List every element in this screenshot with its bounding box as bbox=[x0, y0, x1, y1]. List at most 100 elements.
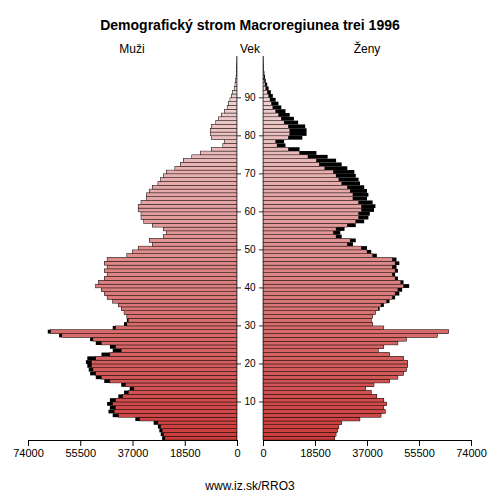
bar bbox=[263, 204, 375, 208]
tick-mark bbox=[28, 440, 29, 446]
bar bbox=[263, 212, 370, 216]
bar bbox=[138, 208, 237, 212]
bar bbox=[127, 254, 237, 258]
tick-label: 18500 bbox=[170, 447, 201, 459]
bar bbox=[124, 322, 237, 326]
tick: 74000 bbox=[456, 440, 487, 459]
tick-mark bbox=[237, 325, 241, 326]
bar-common-part bbox=[107, 273, 237, 277]
bar bbox=[263, 189, 367, 193]
bar-common-part bbox=[263, 303, 381, 307]
bar-common-part bbox=[101, 288, 237, 292]
bar-common-part bbox=[141, 216, 237, 220]
bar-common-part bbox=[216, 121, 237, 125]
bar-common-part bbox=[263, 429, 337, 433]
tick-mark bbox=[237, 401, 241, 402]
bar bbox=[263, 128, 307, 132]
bar-common-part bbox=[263, 410, 385, 414]
bar bbox=[263, 250, 371, 254]
tick: 55500 bbox=[404, 440, 435, 459]
bar-common-part bbox=[113, 402, 237, 406]
bar-common-part bbox=[138, 204, 237, 208]
bar bbox=[263, 105, 281, 109]
bar-common-part bbox=[231, 94, 237, 98]
bar-common-part bbox=[210, 128, 237, 132]
bar-common-part bbox=[263, 364, 408, 368]
tick: 18500 bbox=[300, 440, 331, 459]
bar bbox=[107, 258, 237, 262]
tick: 0 bbox=[260, 440, 266, 459]
bar-common-part bbox=[263, 140, 276, 144]
bar-common-part bbox=[263, 147, 288, 151]
bar-common-part bbox=[138, 246, 237, 250]
bar bbox=[124, 311, 237, 315]
bar-common-part bbox=[263, 265, 392, 269]
bar-common-part bbox=[263, 406, 384, 410]
bar bbox=[263, 109, 285, 113]
bar bbox=[227, 105, 237, 109]
tick: 55500 bbox=[65, 440, 96, 459]
tick-label: 50 bbox=[244, 244, 256, 255]
bar bbox=[158, 181, 237, 185]
bar-common-part bbox=[210, 132, 237, 136]
bars-1 bbox=[263, 56, 449, 440]
x-axis-right: 018500370005550074000 bbox=[260, 440, 486, 459]
tick-label: 37000 bbox=[118, 447, 149, 459]
bar bbox=[263, 193, 368, 197]
bar bbox=[149, 238, 237, 242]
bar-common-part bbox=[164, 432, 237, 436]
bar-common-part bbox=[263, 189, 350, 193]
bar-common-part bbox=[263, 128, 290, 132]
bar bbox=[263, 147, 300, 151]
bar-common-part bbox=[113, 299, 237, 303]
bar-common-part bbox=[116, 326, 237, 330]
bar bbox=[263, 174, 356, 178]
bar-common-part bbox=[263, 421, 342, 425]
tick-mark bbox=[237, 97, 241, 98]
bar-common-part bbox=[263, 212, 359, 216]
bar bbox=[104, 292, 237, 296]
bar bbox=[159, 429, 237, 433]
bar bbox=[263, 162, 342, 166]
tick: 60 bbox=[237, 206, 263, 217]
tick-mark bbox=[259, 287, 263, 288]
bar bbox=[263, 349, 378, 353]
bar bbox=[162, 436, 237, 440]
bar-common-part bbox=[263, 254, 373, 258]
bar bbox=[263, 178, 359, 182]
bar-common-part bbox=[223, 143, 237, 147]
bar-common-part bbox=[104, 261, 237, 265]
bar bbox=[263, 140, 284, 144]
bar-common-part bbox=[161, 425, 237, 429]
bar-common-part bbox=[101, 375, 237, 379]
bar-common-part bbox=[162, 429, 237, 433]
bar-common-part bbox=[140, 417, 237, 421]
bar-common-part bbox=[263, 219, 356, 223]
bar-common-part bbox=[149, 238, 237, 242]
bar bbox=[263, 197, 367, 201]
bar bbox=[263, 265, 397, 269]
bar-common-part bbox=[263, 391, 371, 395]
bar bbox=[263, 383, 374, 387]
bar bbox=[263, 322, 373, 326]
bar-common-part bbox=[128, 318, 237, 322]
bar bbox=[158, 425, 237, 429]
axis-title: Vek bbox=[240, 42, 261, 56]
bar-common-part bbox=[118, 413, 237, 417]
bar bbox=[161, 178, 237, 182]
bar bbox=[263, 394, 377, 398]
bar bbox=[161, 432, 237, 436]
chart: Demografický strom Macroregiunea trei 19… bbox=[0, 0, 500, 500]
bar-common-part bbox=[263, 121, 284, 125]
bar-common-part bbox=[183, 159, 237, 163]
tick-label: 74000 bbox=[456, 447, 487, 459]
bar-common-part bbox=[147, 193, 237, 197]
bar bbox=[89, 368, 237, 372]
bar bbox=[164, 235, 237, 239]
bar-common-part bbox=[263, 269, 395, 273]
bar bbox=[107, 265, 237, 269]
bar-common-part bbox=[125, 383, 237, 387]
bar-common-part bbox=[233, 90, 237, 94]
bar-common-part bbox=[263, 117, 281, 121]
tick: 90 bbox=[237, 92, 263, 103]
